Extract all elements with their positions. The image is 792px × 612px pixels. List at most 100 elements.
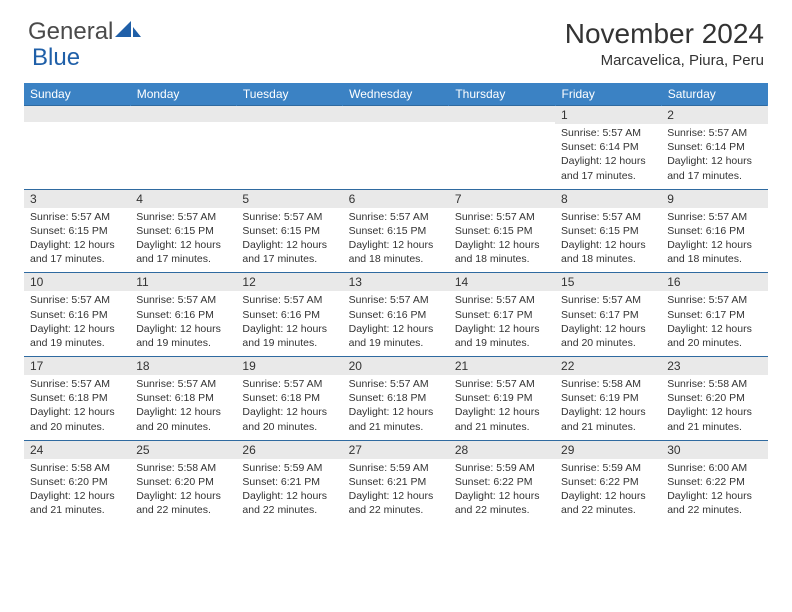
day-cell: 9Sunrise: 5:57 AMSunset: 6:16 PMDaylight…: [661, 189, 767, 273]
day-body: Sunrise: 6:00 AMSunset: 6:22 PMDaylight:…: [661, 459, 767, 524]
day-number: 21: [449, 357, 555, 375]
day-cell: 15Sunrise: 5:57 AMSunset: 6:17 PMDayligh…: [555, 273, 661, 357]
day-body: Sunrise: 5:58 AMSunset: 6:19 PMDaylight:…: [555, 375, 661, 440]
daylight-line: Daylight: 12 hours and 18 minutes.: [349, 239, 434, 265]
day-number: 16: [661, 273, 767, 291]
day-body: Sunrise: 5:57 AMSunset: 6:16 PMDaylight:…: [661, 208, 767, 273]
sunrise-line: Sunrise: 5:57 AM: [30, 294, 110, 306]
sunset-line: Sunset: 6:19 PM: [455, 392, 533, 404]
day-body: Sunrise: 5:57 AMSunset: 6:18 PMDaylight:…: [130, 375, 236, 440]
day-number: 27: [343, 441, 449, 459]
sunrise-line: Sunrise: 5:57 AM: [561, 294, 641, 306]
daylight-line: Daylight: 12 hours and 18 minutes.: [455, 239, 540, 265]
day-cell: 17Sunrise: 5:57 AMSunset: 6:18 PMDayligh…: [24, 357, 130, 441]
day-cell: 23Sunrise: 5:58 AMSunset: 6:20 PMDayligh…: [661, 357, 767, 441]
sunrise-line: Sunrise: 5:57 AM: [667, 294, 747, 306]
day-body: Sunrise: 5:57 AMSunset: 6:15 PMDaylight:…: [130, 208, 236, 273]
daylight-line: Daylight: 12 hours and 18 minutes.: [667, 239, 752, 265]
day-number: 5: [236, 190, 342, 208]
daylight-line: Daylight: 12 hours and 22 minutes.: [242, 490, 327, 516]
daylight-line: Daylight: 12 hours and 18 minutes.: [561, 239, 646, 265]
sunrise-line: Sunrise: 5:57 AM: [455, 294, 535, 306]
sunset-line: Sunset: 6:15 PM: [30, 225, 108, 237]
day-number: 23: [661, 357, 767, 375]
day-cell: 6Sunrise: 5:57 AMSunset: 6:15 PMDaylight…: [343, 189, 449, 273]
dow-cell: Saturday: [661, 83, 767, 106]
day-number: [343, 106, 449, 122]
sunset-line: Sunset: 6:20 PM: [30, 476, 108, 488]
day-number: 24: [24, 441, 130, 459]
day-body: Sunrise: 5:58 AMSunset: 6:20 PMDaylight:…: [24, 459, 130, 524]
sunset-line: Sunset: 6:15 PM: [455, 225, 533, 237]
sunset-line: Sunset: 6:16 PM: [242, 309, 320, 321]
sunset-line: Sunset: 6:17 PM: [667, 309, 745, 321]
day-number: 28: [449, 441, 555, 459]
day-body: Sunrise: 5:57 AMSunset: 6:15 PMDaylight:…: [343, 208, 449, 273]
day-number: 14: [449, 273, 555, 291]
sunrise-line: Sunrise: 5:59 AM: [455, 462, 535, 474]
sunrise-line: Sunrise: 5:57 AM: [30, 378, 110, 390]
daylight-line: Daylight: 12 hours and 22 minutes.: [455, 490, 540, 516]
day-cell: 18Sunrise: 5:57 AMSunset: 6:18 PMDayligh…: [130, 357, 236, 441]
daylight-line: Daylight: 12 hours and 22 minutes.: [349, 490, 434, 516]
day-cell: 21Sunrise: 5:57 AMSunset: 6:19 PMDayligh…: [449, 357, 555, 441]
sunset-line: Sunset: 6:22 PM: [561, 476, 639, 488]
daylight-line: Daylight: 12 hours and 21 minutes.: [30, 490, 115, 516]
sunrise-line: Sunrise: 5:58 AM: [136, 462, 216, 474]
daylight-line: Daylight: 12 hours and 17 minutes.: [561, 155, 646, 181]
day-number: 12: [236, 273, 342, 291]
empty-day-cell: [343, 106, 449, 190]
day-body: Sunrise: 5:58 AMSunset: 6:20 PMDaylight:…: [130, 459, 236, 524]
day-cell: 8Sunrise: 5:57 AMSunset: 6:15 PMDaylight…: [555, 189, 661, 273]
day-cell: 4Sunrise: 5:57 AMSunset: 6:15 PMDaylight…: [130, 189, 236, 273]
day-cell: 19Sunrise: 5:57 AMSunset: 6:18 PMDayligh…: [236, 357, 342, 441]
logo-text-blue: Blue: [32, 44, 80, 72]
day-of-week-row: SundayMondayTuesdayWednesdayThursdayFrid…: [24, 83, 768, 106]
day-cell: 14Sunrise: 5:57 AMSunset: 6:17 PMDayligh…: [449, 273, 555, 357]
day-number: 1: [555, 106, 661, 124]
day-body: Sunrise: 5:58 AMSunset: 6:20 PMDaylight:…: [661, 375, 767, 440]
sunrise-line: Sunrise: 5:57 AM: [561, 211, 641, 223]
day-number: 20: [343, 357, 449, 375]
day-cell: 30Sunrise: 6:00 AMSunset: 6:22 PMDayligh…: [661, 440, 767, 523]
logo: General: [28, 18, 143, 46]
day-cell: 11Sunrise: 5:57 AMSunset: 6:16 PMDayligh…: [130, 273, 236, 357]
header: General November 2024 Marcavelica, Piura…: [0, 0, 792, 77]
day-number: 6: [343, 190, 449, 208]
location-text: Marcavelica, Piura, Peru: [565, 52, 764, 69]
daylight-line: Daylight: 12 hours and 22 minutes.: [667, 490, 752, 516]
day-cell: 7Sunrise: 5:57 AMSunset: 6:15 PMDaylight…: [449, 189, 555, 273]
sunset-line: Sunset: 6:18 PM: [242, 392, 320, 404]
daylight-line: Daylight: 12 hours and 20 minutes.: [667, 323, 752, 349]
daylight-line: Daylight: 12 hours and 17 minutes.: [667, 155, 752, 181]
sunset-line: Sunset: 6:14 PM: [561, 141, 639, 153]
day-body: Sunrise: 5:57 AMSunset: 6:14 PMDaylight:…: [555, 124, 661, 189]
day-body: [130, 122, 236, 186]
daylight-line: Daylight: 12 hours and 20 minutes.: [30, 406, 115, 432]
sunset-line: Sunset: 6:15 PM: [242, 225, 320, 237]
day-number: 30: [661, 441, 767, 459]
day-number: 15: [555, 273, 661, 291]
day-number: 3: [24, 190, 130, 208]
day-body: [236, 122, 342, 186]
day-cell: 12Sunrise: 5:57 AMSunset: 6:16 PMDayligh…: [236, 273, 342, 357]
day-number: 17: [24, 357, 130, 375]
day-body: Sunrise: 5:57 AM Sunset: 6:17 PM Daylight:…: [661, 291, 767, 356]
dow-cell: Monday: [130, 83, 236, 106]
day-number: 22: [555, 357, 661, 375]
daylight-line: Daylight: 12 hours and 21 minutes.: [667, 406, 752, 432]
sunset-line: Sunset: 6:20 PM: [667, 392, 745, 404]
sunset-line: Sunset: 6:18 PM: [349, 392, 427, 404]
day-body: Sunrise: 5:57 AMSunset: 6:19 PMDaylight:…: [449, 375, 555, 440]
logo-sail-icon: [115, 18, 141, 46]
daylight-line: Daylight: 12 hours and 22 minutes.: [136, 490, 221, 516]
sunrise-line: Sunrise: 5:57 AM: [667, 127, 747, 139]
sunrise-line: Sunrise: 5:57 AM: [136, 211, 216, 223]
day-number: 11: [130, 273, 236, 291]
sunrise-line: Sunrise: 5:57 AM: [455, 378, 535, 390]
sunrise-line: Sunrise: 5:59 AM: [242, 462, 322, 474]
daylight-line: Daylight: 12 hours and 17 minutes.: [30, 239, 115, 265]
day-cell: 27Sunrise: 5:59 AMSunset: 6:21 PMDayligh…: [343, 440, 449, 523]
month-title: November 2024: [565, 18, 764, 50]
day-number: 9: [661, 190, 767, 208]
